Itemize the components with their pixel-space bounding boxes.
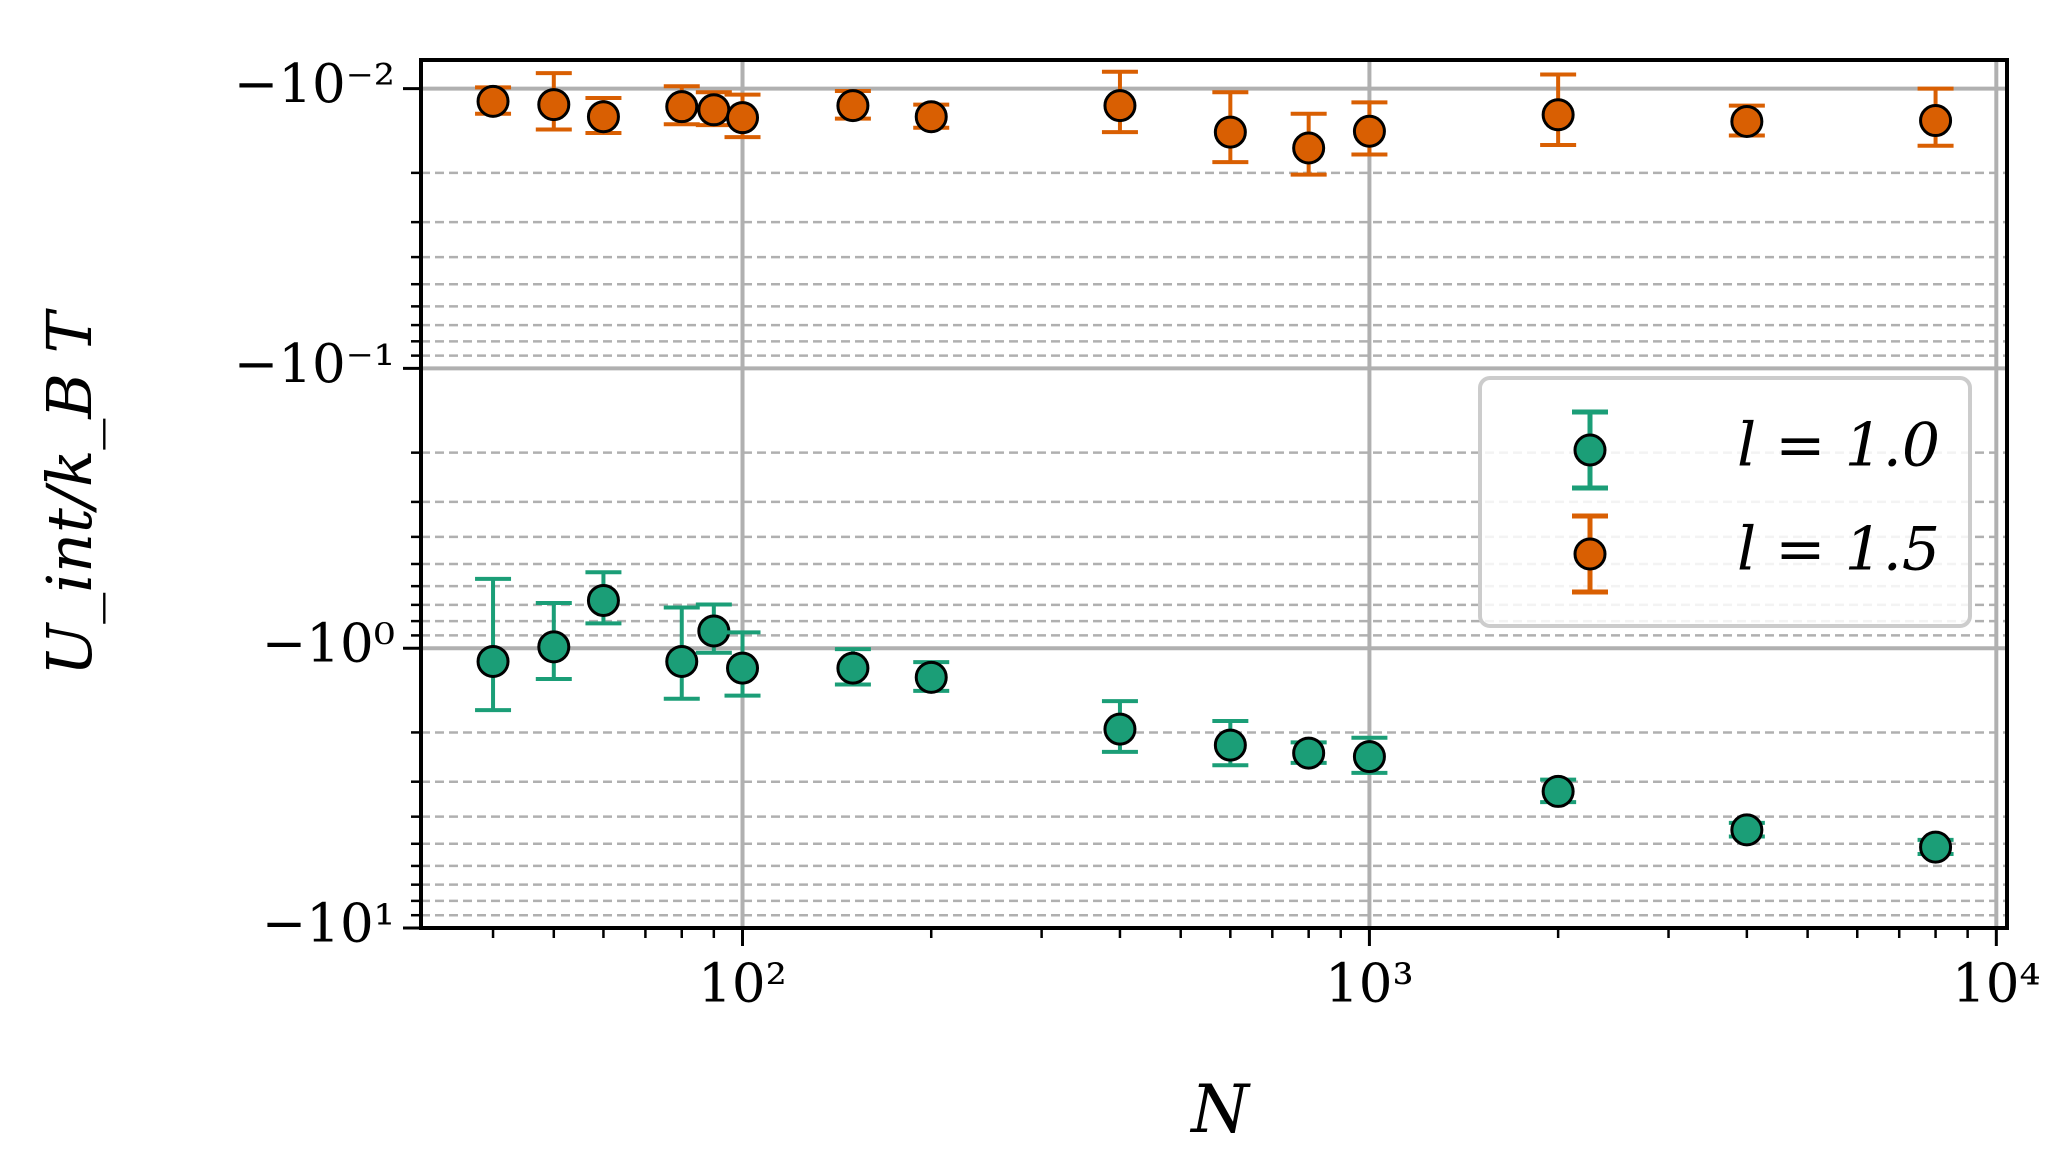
error-bar (475, 576, 512, 713)
point (1919, 104, 1953, 138)
x-tick-label: 10³ (1325, 954, 1414, 1015)
legend-marker (1573, 433, 1607, 467)
point (726, 651, 760, 685)
point (1541, 774, 1575, 808)
y-tick-label: −10⁻² (234, 54, 395, 115)
point (586, 583, 620, 617)
point (1541, 98, 1575, 132)
point (537, 88, 571, 122)
point (1352, 114, 1386, 148)
point (726, 101, 760, 135)
x-axis-label: N (1189, 1071, 1251, 1148)
point (697, 93, 731, 127)
y-tick-label: −10⁰ (262, 614, 395, 675)
series (475, 69, 1954, 177)
point (1103, 89, 1137, 123)
legend: l = 1.0 l = 1.5 (1478, 376, 1972, 628)
point (1352, 740, 1386, 774)
x-tick-label: 10⁴ (1952, 954, 2041, 1015)
y-tick-label: −10⁻¹ (234, 334, 395, 395)
x-tick-label: 10² (698, 954, 787, 1015)
point (1213, 115, 1247, 149)
point (1292, 736, 1326, 770)
point (665, 90, 699, 124)
point (914, 100, 948, 134)
point (836, 89, 870, 123)
y-tick-label: −10¹ (262, 894, 395, 955)
point (476, 84, 510, 118)
point (586, 100, 620, 134)
series (475, 570, 1954, 864)
legend-label: l = 1.5 (1737, 515, 1940, 585)
plot-frame (419, 58, 2009, 930)
point (476, 644, 510, 678)
point (1730, 813, 1764, 847)
point (697, 614, 731, 648)
point (1919, 830, 1953, 864)
point (665, 644, 699, 678)
y-axis-label: U_int/k_B T (33, 307, 106, 676)
legend-marker (1573, 537, 1607, 571)
point (1103, 712, 1137, 746)
point (1292, 131, 1326, 165)
point (1730, 104, 1764, 138)
point (914, 660, 948, 694)
point (537, 630, 571, 664)
point (836, 651, 870, 685)
legend-label: l = 1.0 (1737, 411, 1940, 481)
point (1213, 728, 1247, 762)
